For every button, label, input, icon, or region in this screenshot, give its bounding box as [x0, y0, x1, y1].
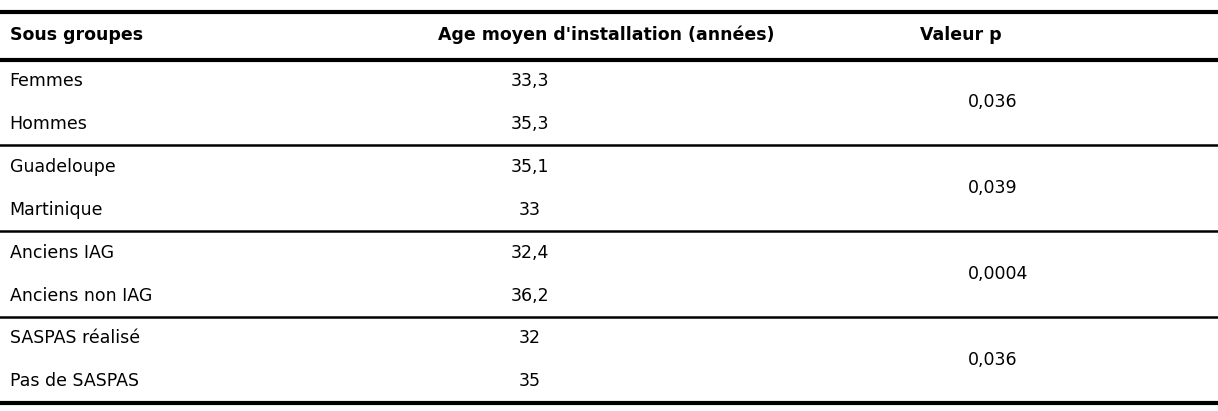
- Text: 0,039: 0,039: [968, 179, 1018, 197]
- Text: 36,2: 36,2: [510, 286, 549, 305]
- Text: Anciens non IAG: Anciens non IAG: [10, 286, 152, 305]
- Text: 35,3: 35,3: [510, 115, 549, 133]
- Text: 32,4: 32,4: [510, 244, 549, 262]
- Text: 33: 33: [519, 201, 541, 219]
- Text: 35: 35: [519, 372, 541, 390]
- Text: Martinique: Martinique: [10, 201, 104, 219]
- Text: 32: 32: [519, 330, 541, 347]
- Text: Hommes: Hommes: [10, 115, 88, 133]
- Text: Guadeloupe: Guadeloupe: [10, 158, 116, 176]
- Text: Valeur p: Valeur p: [920, 26, 1001, 44]
- Text: 35,1: 35,1: [510, 158, 549, 176]
- Text: Anciens IAG: Anciens IAG: [10, 244, 113, 262]
- Text: Sous groupes: Sous groupes: [10, 26, 143, 44]
- Text: Age moyen d'installation (années): Age moyen d'installation (années): [438, 25, 775, 44]
- Text: SASPAS réalisé: SASPAS réalisé: [10, 330, 140, 347]
- Text: Pas de SASPAS: Pas de SASPAS: [10, 372, 139, 390]
- Text: 33,3: 33,3: [510, 72, 549, 90]
- Text: 0,0004: 0,0004: [968, 265, 1029, 283]
- Text: 0,036: 0,036: [968, 351, 1018, 369]
- Text: Femmes: Femmes: [10, 72, 84, 90]
- Text: 0,036: 0,036: [968, 93, 1018, 111]
